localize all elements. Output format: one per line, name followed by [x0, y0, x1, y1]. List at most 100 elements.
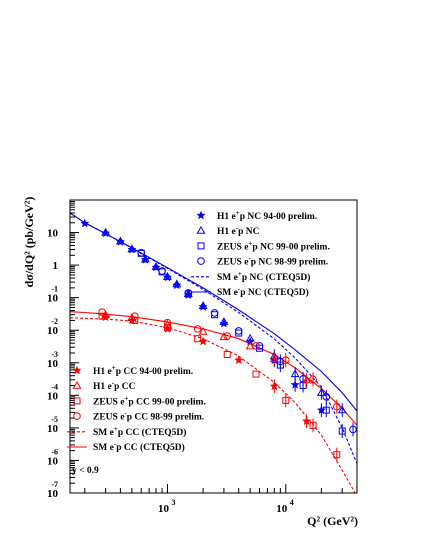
data-point [163, 318, 172, 327]
y-tick-exp: -4 [51, 382, 58, 391]
data-point [322, 393, 331, 401]
data-point [137, 248, 146, 257]
x-tick-exp: 3 [171, 498, 175, 507]
data-point [140, 254, 150, 263]
data-point [245, 341, 255, 350]
data-point [338, 427, 346, 435]
legend-entry: H1 e+p NC 94-00 prelim. [196, 209, 317, 222]
y-tick-exp: -1 [51, 285, 58, 294]
y-tick-label: 10-4 [47, 382, 59, 402]
legend-label: H1 e+p CC 94-00 prelim. [93, 364, 193, 377]
y-tick-base: 10 [47, 293, 59, 305]
data-point [131, 316, 139, 324]
x-tick-label: 104 [276, 498, 294, 515]
data-point [198, 336, 208, 346]
data-point [101, 227, 111, 236]
legend-layer: H1 e+p NC 94-00 prelim. H1 e-p NC ZEUS e+p… [67, 209, 330, 453]
legend-label: ZEUS e+p NC 99-00 prelim. [217, 239, 330, 252]
legend-marker [72, 365, 82, 375]
data-point [211, 311, 219, 319]
plot-frame [69, 199, 358, 494]
legend-entry: H1 e-p NC [196, 224, 260, 237]
data-point [333, 402, 341, 411]
data-point [282, 396, 290, 404]
data-point [163, 319, 172, 328]
data-point [269, 354, 279, 363]
cut-annotation: y < 0.9 [72, 466, 99, 476]
y-tick-base: 10 [47, 325, 59, 337]
legend-label: ZEUS e-p CC 98-99 prelim. [93, 410, 204, 423]
legend-label: H1 e-p NC [217, 224, 260, 237]
data-point [194, 335, 202, 343]
y-tick-base: 10 [47, 488, 59, 500]
legend-entry: ZEUS e+p NC 99-00 prelim. [197, 239, 330, 252]
data-point [301, 416, 312, 426]
x-tick-exp: 4 [290, 498, 294, 507]
data-point [269, 381, 279, 391]
legend-label: SM e-p NC (CTEQ5D) [217, 285, 309, 298]
data-point [223, 332, 232, 340]
y-tick-base: 10 [47, 228, 59, 240]
data-point [302, 375, 312, 384]
data-point [255, 342, 264, 350]
data-point [316, 387, 326, 396]
legend-entry: ZEUS e-p CC 98-99 prelim. [73, 410, 204, 423]
y-tick-label: 1 [53, 260, 59, 272]
y-tick-label: 10-2 [47, 317, 59, 337]
y-tick-base: 10 [47, 455, 59, 467]
y-tick-base: 10 [47, 423, 59, 435]
legend-marker [197, 257, 205, 265]
legend-label: SM e-p CC (CTEQ5D) [93, 440, 185, 453]
y-tick-label: 10-3 [47, 350, 59, 370]
data-point [337, 405, 347, 414]
data-point [223, 350, 231, 358]
legend-entry: SM e-p CC (CTEQ5D) [67, 440, 185, 453]
data-point [98, 308, 106, 316]
legend-label: SM e+p CC (CTEQ5D) [93, 425, 186, 438]
data-point [252, 342, 260, 350]
data-point [151, 262, 161, 271]
y-tick-label: 10-7 [47, 480, 59, 500]
legend-label: SM e+p NC (CTEQ5D) [217, 270, 310, 283]
legend-marker [73, 412, 81, 420]
legend-marker [72, 380, 82, 389]
data-point [234, 355, 244, 365]
legend-entry: SM e+p CC (CTEQ5D) [67, 425, 186, 438]
data-point [98, 312, 106, 320]
y-axis-label: dσ/dQ² (pb/GeV²) [22, 197, 36, 288]
data-point [333, 451, 341, 459]
x-axis-label: Q² (GeV²) [307, 514, 358, 528]
data-point [80, 218, 90, 228]
data-point [127, 244, 137, 253]
data-point [316, 405, 327, 415]
curve-3 [70, 311, 357, 426]
data-point [290, 379, 300, 389]
legend-entry: H1 e+p CC 94-00 prelim. [72, 364, 193, 377]
data-point [281, 356, 290, 364]
data-point [234, 327, 243, 335]
legend-label: H1 e-p CC [93, 379, 136, 392]
data-point [158, 267, 166, 275]
y-tick-exp: -5 [51, 415, 58, 424]
plot-layer [70, 212, 357, 493]
data-point [198, 301, 208, 309]
data-point [193, 325, 202, 333]
x-tick-base: 10 [158, 503, 170, 515]
data-point [172, 279, 182, 288]
legend-marker [196, 210, 206, 220]
legend-entry: SM e-p NC (CTEQ5D) [191, 285, 309, 298]
data-point [349, 425, 357, 434]
data-point [219, 332, 229, 341]
y-tick-label: 10-5 [47, 415, 59, 435]
y-tick-exp: -6 [51, 447, 58, 456]
data-point [198, 326, 208, 335]
legend-label: H1 e+p NC 94-00 prelim. [217, 209, 317, 222]
y-tick-label: 10-6 [47, 447, 59, 467]
x-tick-base: 10 [276, 503, 288, 515]
y-tick-base: 1 [53, 260, 59, 272]
data-point [163, 324, 171, 332]
y-tick-base: 10 [47, 358, 59, 370]
data-point [131, 312, 139, 320]
